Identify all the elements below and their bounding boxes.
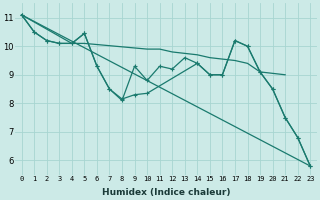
X-axis label: Humidex (Indice chaleur): Humidex (Indice chaleur) [102,188,230,197]
